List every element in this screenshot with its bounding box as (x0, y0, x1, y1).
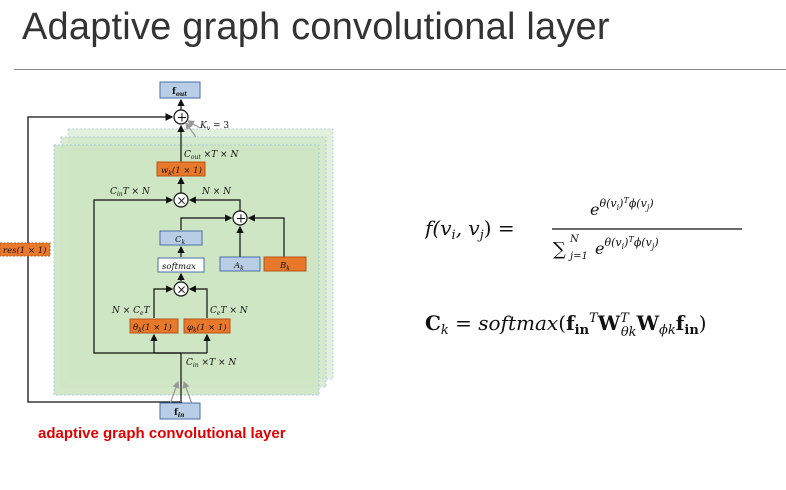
f-in-label: fin (174, 408, 185, 419)
mid-mul-node (173, 192, 189, 208)
n-ce-t-label: N × CeT (111, 306, 151, 317)
bk-label: Bk (279, 261, 290, 272)
svg-text:eθ(vi)Tϕ(vj): eθ(vi)Tϕ(vj) (595, 235, 659, 258)
ck-to-add-line (180, 214, 233, 230)
input-gray-arrow-2 (182, 380, 193, 405)
residual-line (27, 113, 182, 403)
cin-t-n-left-label: CinT × N (110, 187, 151, 198)
kv-arrow-2 (186, 120, 201, 129)
input-left-line (93, 196, 181, 354)
ck-equation: Ck = softmax(finTWT θkWϕkfin) (425, 311, 707, 340)
wk-label: wk(1 × 1) (161, 165, 202, 177)
svg-text:eθ(vi)Tϕ(vj): eθ(vi)Tϕ(vj) (590, 196, 654, 219)
res-box (0, 242, 51, 257)
f-out-label: fout (172, 87, 187, 98)
top-add-symbol: + (177, 111, 188, 126)
ak-box (219, 256, 261, 272)
f-out-box (159, 81, 201, 99)
mid-mul-symbol: × (177, 194, 187, 208)
bk-to-add-line (247, 214, 285, 257)
kv-label: Kv = 3 (199, 121, 229, 132)
ce-t-n-label: CeT × N (210, 306, 249, 317)
low-mul-symbol: × (177, 283, 187, 297)
res-label: res(1 × 1) (3, 245, 46, 256)
theta-label: θk(1 × 1) (133, 322, 172, 334)
softmax-label: softmax (162, 262, 196, 272)
ck-label: Ck (175, 235, 186, 246)
phi-to-mul-line (188, 285, 208, 318)
add-to-mul-line (188, 196, 241, 211)
slide-title: Adaptive graph convolutional layer (22, 6, 610, 48)
right-add-symbol: + (236, 212, 247, 227)
ak-label: Ak (233, 261, 244, 272)
svg-text:f(vi, vj) =: f(vi, vj) = (425, 216, 515, 243)
attention-equation: f(vi, vj) = eθ(vi)Tϕ(vj) ∑ N j=1 eθ(vi)T… (425, 196, 742, 262)
theta-box (129, 318, 179, 334)
cout-label: Cout ×T × N (184, 150, 239, 161)
softmax-box (157, 257, 205, 273)
f-in-box (159, 402, 201, 420)
bk-box (263, 256, 307, 272)
architecture-diagram: res(1 × 1) fout + Kv = 3 Cout ×T × N wk(… (0, 81, 334, 420)
right-add-node (232, 210, 248, 226)
phi-box (183, 318, 231, 334)
diagram-caption: adaptive graph convolutional layer (38, 425, 286, 442)
wk-box (156, 161, 206, 177)
phi-label: φk(1 × 1) (187, 322, 227, 334)
title-divider (14, 69, 786, 70)
svg-text:j=1: j=1 (568, 251, 588, 262)
input-gray-arrow-1 (169, 380, 180, 405)
ck-box (159, 230, 203, 246)
svg-text:∑: ∑ (553, 239, 566, 260)
nxn-label: N × N (201, 187, 232, 197)
theta-to-mul-line (153, 285, 174, 318)
svg-text:N: N (569, 234, 580, 245)
low-mul-node (173, 281, 189, 297)
cin-bottom-label: Cin ×T × N (186, 358, 237, 369)
